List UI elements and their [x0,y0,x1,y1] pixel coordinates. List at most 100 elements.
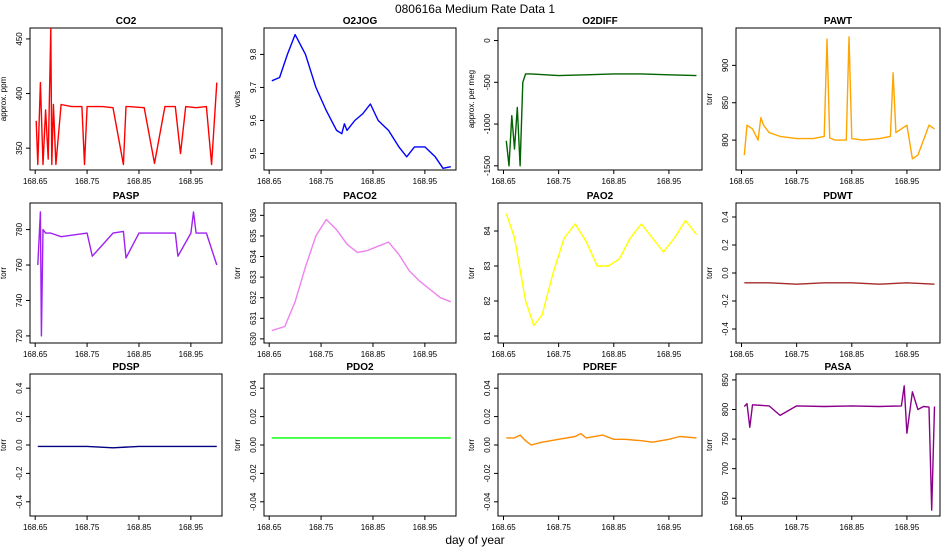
y-tick-label: 740 [15,293,24,307]
y-tick-label: 83 [483,261,492,270]
x-tick-label: 168.85 [840,177,865,186]
x-tick-label: 168.65 [491,350,516,359]
y-tick-label: 450 [15,32,24,46]
panel-frame [263,27,457,171]
y-tick-label: 84 [483,226,492,235]
x-tick-label: 168.65 [491,523,516,532]
y-tick-label: 0.2 [721,239,730,251]
y-tick-label: 800 [721,402,730,416]
y-tick-label: 700 [721,461,730,475]
y-tick-label: -0.04 [483,492,492,511]
y-tick-label: 900 [721,58,730,72]
panel-paco2: PACO2 torr 168.65 168.75 168.85 168.95 630 631 6… [233,191,457,359]
y-tick-label: 9.8 [249,48,258,60]
y-tick-label: 82 [483,296,492,305]
x-tick-label: 168.85 [361,177,386,186]
y-tick-label: 636 [249,208,258,222]
y-axis-label: torr [0,267,8,279]
y-tick-label: -0.4 [15,494,24,508]
y-tick-label: 400 [15,86,24,100]
y-tick-label: -0.02 [483,464,492,483]
y-tick-label: 0.4 [15,382,24,394]
x-tick-label: 168.75 [309,350,334,359]
y-tick-label: 81 [483,331,492,340]
y-tick-label: -0.04 [249,492,258,511]
panel-title: PAO2 [587,191,614,202]
x-tick-label: 168.95 [179,523,204,532]
x-tick-label: 168.65 [729,350,754,359]
x-tick-label: 168.65 [729,523,754,532]
y-tick-label: 0.0 [15,439,24,451]
panel-pdwt: PDWT torr 168.65 168.75 168.85 168.95 -0.4 -0.2… [705,191,941,359]
x-tick-label: 168.95 [657,523,682,532]
panel-title: PDSP [112,362,140,373]
y-tick-label: 650 [721,491,730,505]
panel-title: CO2 [116,16,137,27]
x-tick-label: 168.65 [729,177,754,186]
x-tick-label: 168.75 [75,523,100,532]
y-tick-label: 750 [721,432,730,446]
x-tick-label: 168.85 [361,523,386,532]
figure-title: 080616a Medium Rate Data 1 [395,2,555,16]
y-axis-label: torr [233,439,242,451]
y-tick-label: 0.2 [15,410,24,422]
series-line-pao2 [505,213,698,327]
x-tick-label: 168.75 [309,523,334,532]
panel-pao2: PAO2 torr 168.65 168.75 168.85 168.95 81 82 83 84 [467,191,703,359]
y-tick-label: 720 [15,329,24,343]
panel-o2jog: O2JOG volts 168.65 168.75 168.85 168.95 9.5 9.6… [233,16,457,186]
series-line-pdsp [37,445,217,449]
x-tick-label: 168.95 [895,523,920,532]
panel-title: PAWT [824,16,852,27]
panel-title: O2JOG [343,16,378,27]
panel-title: PDWT [823,191,852,202]
x-tick-label: 168.85 [127,177,152,186]
series-line-pasp [37,211,218,337]
y-axis-label: torr [0,439,8,451]
y-axis-label: approx. ppm [0,76,8,121]
y-tick-label: 0.02 [249,408,258,424]
x-tick-label: 168.75 [784,177,809,186]
x-tick-label: 168.85 [602,350,627,359]
panel-frame [29,202,223,344]
y-tick-label: 850 [721,96,730,110]
y-axis-label: torr [705,93,714,105]
panel-frame [735,373,941,517]
panel-pdsp: PDSP torr 168.65 168.75 168.85 168.95 -0.4 -0.2… [0,362,223,532]
x-tick-label: 168.95 [413,350,438,359]
y-tick-label: -0.2 [721,294,730,308]
y-tick-label: 0 [483,38,492,43]
y-axis-label: torr [705,439,714,451]
x-tick-label: 168.75 [784,523,809,532]
x-tick-label: 168.65 [491,177,516,186]
series-line-pdwt [744,282,935,285]
series-line-paco2 [271,218,452,332]
x-tick-label: 168.65 [23,350,48,359]
y-tick-label: 631 [249,311,258,325]
series-line-pasa [743,385,936,511]
x-tick-label: 168.95 [657,350,682,359]
panel-title: PASA [824,362,851,373]
y-tick-label: 9.6 [249,114,258,126]
x-tick-label: 168.75 [75,177,100,186]
panel-frame [29,373,223,517]
y-tick-label: 630 [249,332,258,346]
panel-frame [497,373,703,517]
y-tick-label: 633 [249,270,258,284]
y-tick-label: 0.04 [249,380,258,396]
x-tick-label: 168.85 [602,523,627,532]
x-tick-label: 168.85 [361,350,386,359]
y-tick-label: 780 [15,222,24,236]
panel-frame [497,27,703,171]
series-line-pawt [743,36,935,160]
y-axis-label: torr [233,267,242,279]
figure-xlabel: day of year [445,533,504,547]
panel-pdref: PDREF torr 168.65 168.75 168.85 168.95 -0.04 -0… [467,362,703,532]
y-tick-label: 0.00 [483,437,492,453]
x-tick-label: 168.65 [257,350,282,359]
y-axis-label: volts [233,91,242,107]
x-tick-label: 168.75 [784,350,809,359]
panel-frame [735,27,941,171]
y-tick-label: -0.02 [249,464,258,483]
